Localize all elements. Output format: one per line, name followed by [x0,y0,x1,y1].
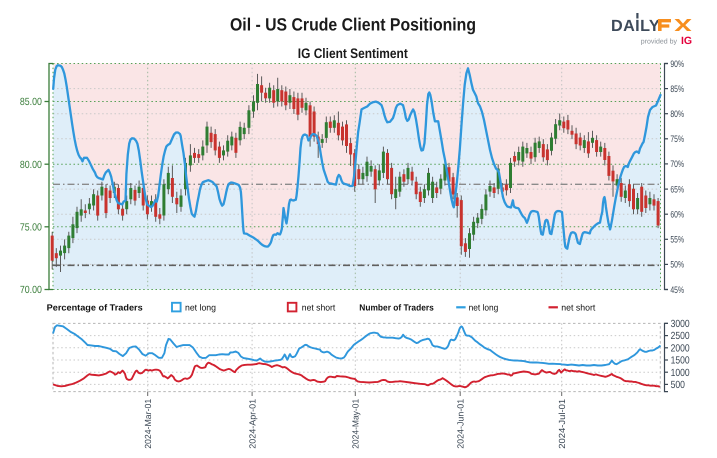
svg-text:2024-Jun-01: 2024-Jun-01 [456,399,466,449]
svg-text:2024-Apr-01: 2024-Apr-01 [247,399,257,449]
svg-text:75%: 75% [670,133,684,144]
svg-text:2024-May-01: 2024-May-01 [351,399,361,449]
svg-text:85%: 85% [670,83,684,94]
svg-text:70%: 70% [670,158,684,169]
svg-text:provided by: provided by [641,38,678,46]
svg-text:net short: net short [302,303,336,313]
svg-text:90%: 90% [670,58,684,69]
svg-text:3000: 3000 [671,319,690,330]
svg-text:50%: 50% [670,259,684,270]
svg-text:DAILY: DAILY [611,17,660,35]
svg-text:2024-Mar-01: 2024-Mar-01 [143,399,153,449]
svg-text:500: 500 [671,380,685,391]
svg-text:Number of Traders: Number of Traders [359,303,434,313]
svg-text:45%: 45% [670,284,684,295]
svg-text:85.00: 85.00 [20,97,42,108]
svg-text:Percentage of Traders: Percentage of Traders [47,303,143,313]
svg-text:net long: net long [185,303,216,313]
svg-text:net long: net long [469,303,499,313]
svg-text:net short: net short [561,303,596,313]
svg-text:55%: 55% [670,234,684,245]
svg-text:2000: 2000 [671,343,690,354]
svg-text:1000: 1000 [671,368,690,379]
svg-text:2024-Jul-01: 2024-Jul-01 [557,399,567,449]
svg-text:Oil - US Crude Client Position: Oil - US Crude Client Positioning [230,15,476,35]
svg-text:80.00: 80.00 [20,160,42,171]
svg-text:IG: IG [681,35,692,47]
svg-text:2500: 2500 [671,331,690,342]
svg-text:75.00: 75.00 [20,222,42,233]
svg-text:70.00: 70.00 [20,285,42,296]
svg-text:60%: 60% [670,209,684,220]
svg-text:IG Client Sentiment: IG Client Sentiment [298,46,408,61]
svg-text:1500: 1500 [671,356,690,367]
svg-text:65%: 65% [670,183,684,194]
svg-text:80%: 80% [670,108,684,119]
